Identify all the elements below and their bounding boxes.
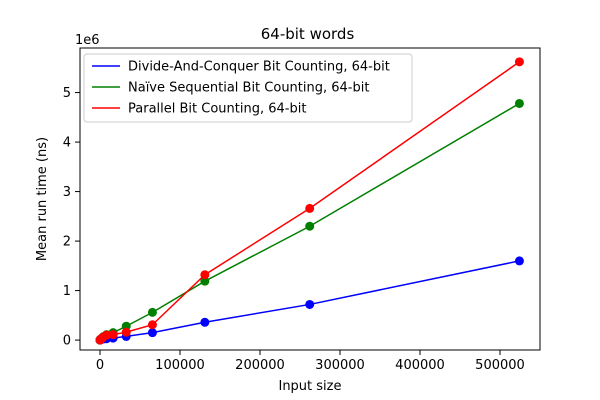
data-point [108, 330, 118, 340]
data-point [305, 203, 315, 213]
y-tick-label: 2 [63, 235, 71, 250]
legend: Divide-And-Conquer Bit Counting, 64-bit N… [83, 53, 413, 123]
y-axis-ticks: 0 1 2 3 4 5 [63, 86, 80, 349]
legend-entry-label: Divide-And-Conquer Bit Counting, 64-bit [128, 60, 390, 75]
legend-entry-label: Parallel Bit Counting, 64-bit [128, 102, 306, 117]
x-axis-ticks: 0 100000 200000 300000 400000 500000 [96, 350, 525, 373]
series-layer [95, 57, 524, 345]
x-tick-label: 500000 [475, 358, 525, 373]
x-tick-label: 300000 [315, 358, 365, 373]
legend-box [83, 53, 413, 123]
y-tick-label: 0 [63, 334, 71, 349]
data-point [200, 276, 210, 286]
data-point [200, 270, 210, 280]
x-axis-label: Input size [278, 379, 341, 394]
x-tick-label: 100000 [155, 358, 205, 373]
series-3 [95, 57, 524, 345]
plot-area-frame [79, 47, 541, 351]
y-tick-label: 3 [63, 185, 71, 200]
data-point [514, 256, 524, 266]
data-point [147, 307, 157, 317]
y-axis-label: Mean run time (ns) [35, 137, 50, 261]
data-point [147, 320, 157, 330]
y-tick-label: 1 [63, 284, 71, 299]
y-offset-text: 1e6 [75, 33, 100, 48]
x-tick-label: 0 [96, 358, 104, 373]
data-point [121, 327, 131, 337]
data-point [514, 98, 524, 108]
y-tick-label: 4 [63, 136, 71, 151]
series-1 [95, 256, 524, 345]
x-tick-label: 400000 [395, 358, 445, 373]
y-tick-label: 5 [63, 86, 71, 101]
chart-title: 64-bit words [261, 25, 355, 43]
data-point [305, 299, 315, 309]
data-point [514, 57, 524, 67]
x-tick-label: 200000 [235, 358, 285, 373]
data-point [200, 317, 210, 327]
legend-entry-label: Naïve Sequential Bit Counting, 64-bit [128, 81, 369, 96]
data-point [147, 328, 157, 338]
data-point [102, 330, 112, 340]
data-point [305, 221, 315, 231]
